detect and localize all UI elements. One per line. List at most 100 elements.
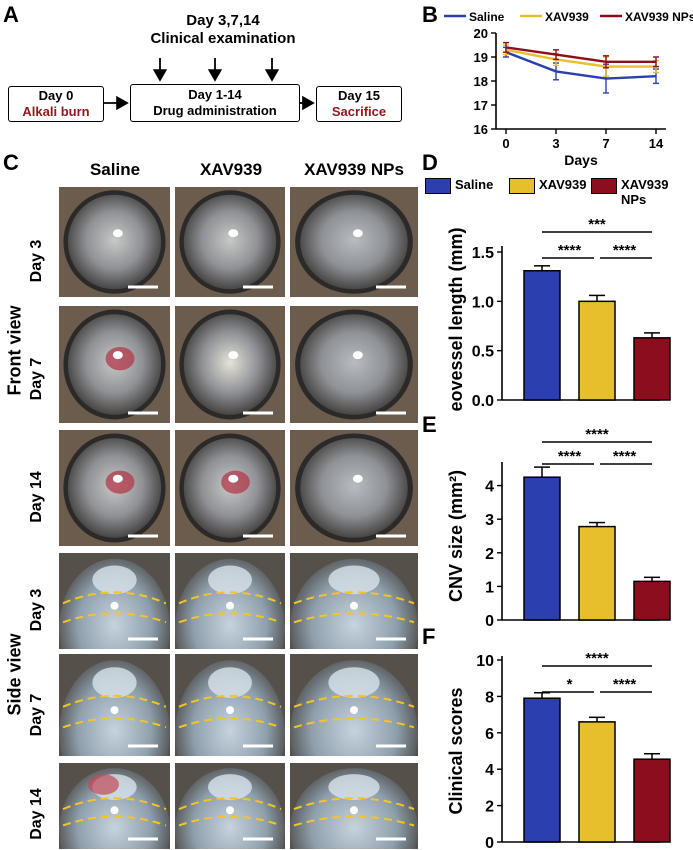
panel-label-f: F [422,624,436,649]
y-tick-label: 0 [485,613,494,630]
limbus-line-lower [62,717,167,729]
limbus-line-upper [178,797,282,811]
bar-legend: Saline XAV939 XAV939 NPs [425,176,693,207]
bar-xav939 [578,721,616,843]
line-chart-b: Saline XAV939 XAV939 NPs 16 17 18 19 20 0 3 7 14 Day… [444,10,693,168]
y-tick-label: 1 [485,579,494,596]
y-tick-label: 6 [485,726,494,743]
eye-photo-r0-c2 [290,187,418,297]
x-tick-label: 0 [502,136,509,151]
limbus-line-upper [293,694,415,708]
limbus-line-upper [62,797,167,811]
row-label-front-day14: Day 14 [28,471,45,523]
bar-saline [523,476,561,621]
limbus-line-lower [178,815,282,827]
col-head-xav: XAV939 [199,160,263,179]
limbus-line-upper [293,797,415,811]
eye-photo-r4-c1 [175,654,285,756]
y-tick-label: 17 [474,98,488,113]
row-label-side-day14: Day 14 [28,788,45,840]
y-axis-title: CNV size (mm²) [446,470,466,602]
limbus-line-upper [178,694,282,708]
limbus-line-lower [293,717,415,729]
eye-photo-r3-c0 [59,553,170,649]
eye-photo-r0-c0 [59,187,170,297]
legend-swatch-xav [509,178,535,194]
bar-chart-d: Neovessel length (mm) 0.00.51.01.5*******… [446,216,671,412]
limbus-line-lower [293,612,415,624]
legend-text-1: XAV939 [545,10,589,24]
panel-label-b: B [422,2,438,27]
front-view-label: Front view [4,305,25,396]
box-drug-title: Day 1-14 [188,87,242,102]
box-sacrifice: Day 15 Sacrifice [316,86,402,122]
eye-photo-r5-c2 [290,763,418,849]
x-tick-label: 3 [552,136,559,151]
legend-label-saline: Saline [455,177,494,192]
box-sacrifice-sub: Sacrifice [331,104,387,119]
sig-label-top: **** [585,650,609,667]
panel-label-d: D [422,150,438,175]
y-tick-label: 10 [476,653,494,670]
limbus-line-upper [293,591,415,605]
eye-photo-r1-c0 [59,306,170,423]
y-tick-label: 0.5 [472,344,494,361]
series-line-1 [505,48,656,68]
series-line-0 [505,51,657,80]
eye-photo-r3-c1 [175,553,285,649]
y-tick-label: 1.0 [472,294,494,311]
eye-photo-r0-c1 [175,187,285,297]
eye-photo-r1-c1 [175,306,285,423]
eye-photo-r3-c2 [290,553,418,649]
x-tick-label: 7 [602,136,609,151]
y-tick-label: 16 [474,122,488,137]
row-label-side-day3: Day 3 [28,588,45,632]
y-tick-label: 20 [474,26,488,41]
sig-label-top: **** [585,426,609,443]
bar-saline [523,697,561,843]
y-tick-label: 1.5 [472,245,494,262]
limbus-line-upper [62,694,167,708]
clinical-exam-text: Clinical examination [150,30,296,47]
box-sacrifice-title: Day 15 [338,88,380,103]
panel-label-c: C [3,150,19,175]
box-day0-title: Day 0 [38,88,74,103]
y-tick-label: 2 [485,799,494,816]
sig-label-right: **** [613,242,637,259]
limbus-line-lower [293,815,415,827]
bar-xav939-nps [633,337,671,401]
panel-label-a: A [3,2,19,27]
panel-label-e: E [422,412,437,437]
eye-photo-r2-c0 [59,430,170,546]
y-tick-label: 0.0 [472,393,494,410]
x-tick-label: 14 [649,136,664,151]
eye-photo-r4-c2 [290,654,418,756]
sig-label-top: *** [588,216,606,233]
bar-xav939 [578,525,616,621]
sig-label-right: **** [613,448,637,465]
eye-photo-r1-c2 [290,306,418,423]
bar-xav939-nps [633,758,671,843]
limbus-line-lower [62,815,167,827]
legend-label-xav: XAV939 [539,177,587,192]
limbus-line-upper [178,591,282,605]
x-axis-title: Days [564,152,598,168]
side-view-label: Side view [4,633,25,716]
eye-photo-r4-c0 [59,654,170,756]
legend-text-0: Saline [469,10,505,24]
y-tick-label: 8 [485,689,494,706]
legend-label-nps: XAV939 NPs [621,177,669,207]
legend-swatch-nps [591,178,617,194]
legend-text-2: XAV939 NPs [625,10,693,24]
limbus-line-lower [178,612,282,624]
limbus-line-lower [178,717,282,729]
limbus-line-lower [62,612,167,624]
col-head-saline: Saline [89,160,141,179]
box-drug: Day 1-14 Drug administration [130,84,300,122]
clinical-days: Day 3,7,14 [186,12,260,29]
row-label-side-day7: Day 7 [28,693,45,737]
bar-xav939 [578,300,616,401]
row-label-front-day7: Day 7 [28,357,45,401]
